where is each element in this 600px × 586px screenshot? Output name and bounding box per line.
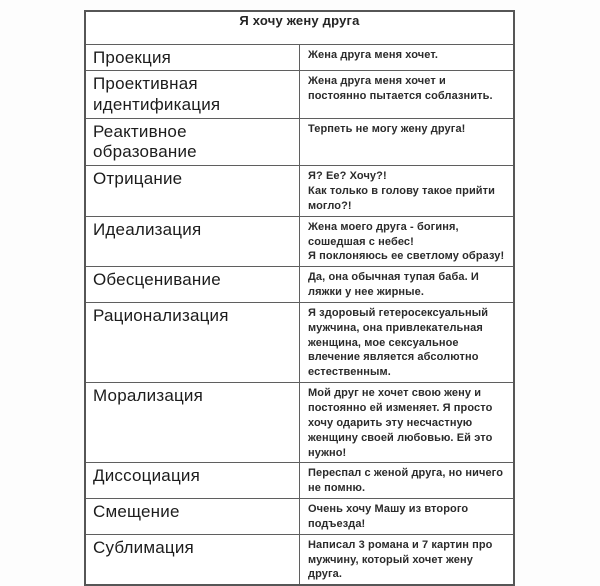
defense-mechanism-example: Да, она обычная тупая баба. И ляжки у не… xyxy=(299,266,515,303)
defense-mechanism-example: Жена моего друга - богиня, сошедшая с не… xyxy=(299,215,515,268)
table-row: Отрицание Я? Ее? Хочу?! Как только в гол… xyxy=(84,165,515,217)
defense-mechanism-name: Обесценивание xyxy=(84,266,300,303)
defense-mechanism-name: Морализация xyxy=(84,382,300,464)
table-row: Идеализация Жена моего друга - богиня, с… xyxy=(84,215,515,268)
table-row: Реактивное образование Терпеть не могу ж… xyxy=(84,117,515,167)
defense-mechanism-example: Переспал с женой друга, но ничего не пом… xyxy=(299,462,515,500)
table-row: Смещение Очень хочу Машу из второго подъ… xyxy=(84,498,515,535)
defense-mechanisms-meme-image: Я хочу жену друга Проекция Жена друга ме… xyxy=(84,10,515,586)
table-row: Проективная идентификация Жена друга мен… xyxy=(84,70,515,119)
defense-mechanism-example: Очень хочу Машу из второго подъезда! xyxy=(299,498,515,535)
defense-mechanism-name: Диссоциация xyxy=(84,462,300,500)
defense-mechanism-example: Терпеть не могу жену друга! xyxy=(299,117,515,167)
defense-mechanism-name: Рационализация xyxy=(84,301,300,384)
table-row: Морализация Мой друг не хочет свою жену … xyxy=(84,382,515,464)
defense-mechanism-example: Написал 3 романа и 7 картин про мужчину,… xyxy=(299,533,515,586)
defense-mechanism-name: Смещение xyxy=(84,498,300,535)
defense-mechanism-name: Проективная идентификация xyxy=(84,70,300,119)
table-row: Проекция Жена друга меня хочет. xyxy=(84,43,515,72)
defense-mechanism-name: Отрицание xyxy=(84,165,300,217)
title-row: Я хочу жену друга xyxy=(84,10,515,45)
defense-mechanisms-table: Я хочу жену друга Проекция Жена друга ме… xyxy=(84,10,515,586)
defense-mechanism-name: Проекция xyxy=(84,43,300,72)
defense-mechanism-example: Жена друга меня хочет. xyxy=(299,43,515,72)
table-row: Сублимация Написал 3 романа и 7 картин п… xyxy=(84,533,515,586)
defense-mechanism-name: Реактивное образование xyxy=(84,117,300,167)
table-title: Я хочу жену друга xyxy=(84,10,515,45)
defense-mechanism-example: Жена друга меня хочет и постоянно пытает… xyxy=(299,70,515,119)
defense-mechanism-name: Сублимация xyxy=(84,533,300,586)
defense-mechanism-example: Мой друг не хочет свою жену и постоянно … xyxy=(299,382,515,464)
defense-mechanism-example: Я здоровый гетеросексуальный мужчина, он… xyxy=(299,301,515,384)
table-row: Рационализация Я здоровый гетеросексуаль… xyxy=(84,301,515,384)
defense-mechanism-example: Я? Ее? Хочу?! Как только в голову такое … xyxy=(299,165,515,217)
defense-mechanism-name: Идеализация xyxy=(84,215,300,268)
table-row: Обесценивание Да, она обычная тупая баба… xyxy=(84,266,515,303)
table-row: Диссоциация Переспал с женой друга, но н… xyxy=(84,462,515,500)
